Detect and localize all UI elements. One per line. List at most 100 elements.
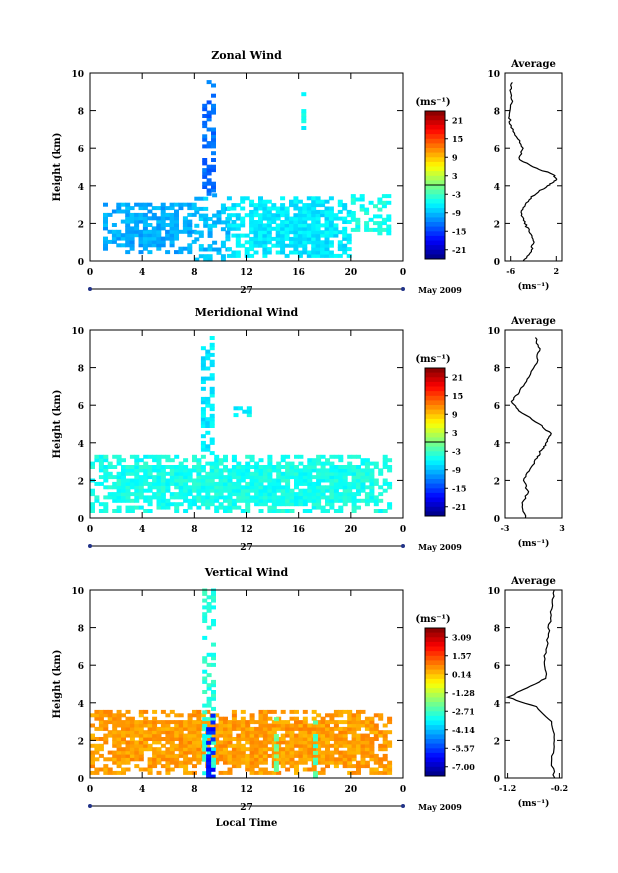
heatmap-cell <box>249 764 255 769</box>
heatmap-cell <box>387 502 393 507</box>
colorbar-bin <box>425 678 445 684</box>
heatmap-cell <box>316 740 322 745</box>
heatmap-cell <box>311 481 317 486</box>
heatmap-cell <box>209 502 215 507</box>
heatmap-cell <box>298 747 304 752</box>
heatmap-cell <box>147 250 153 255</box>
heatmap-cell <box>294 492 299 497</box>
x-tick-label: 8 <box>191 268 197 278</box>
heatmap-cell <box>311 498 317 503</box>
heatmap-cell <box>280 757 286 762</box>
heatmap-cell <box>333 733 339 738</box>
heatmap-cell <box>293 230 299 235</box>
heatmap-cell <box>342 495 348 500</box>
heatmap-cell <box>209 346 215 351</box>
heatmap-cell <box>206 767 212 772</box>
heatmap-cell <box>231 220 237 224</box>
heatmap-cell <box>262 209 268 214</box>
heatmap-cell <box>116 492 122 497</box>
x-tick-label: 0 <box>87 785 93 795</box>
heatmap-cell <box>147 216 153 221</box>
heatmap-cell <box>320 726 326 731</box>
heatmap-cell <box>211 107 216 112</box>
heatmap-cell <box>138 202 144 207</box>
heatmap-cell <box>271 709 277 714</box>
heatmap-cell <box>364 764 370 769</box>
heatmap-cell <box>142 243 148 248</box>
heatmap-cell <box>183 750 189 755</box>
heatmap-cell <box>94 767 100 772</box>
heatmap-cell <box>294 709 299 714</box>
heatmap-cell <box>356 454 361 459</box>
heatmap-cell <box>152 747 158 752</box>
heatmap-cell <box>196 471 202 476</box>
heatmap-cell <box>258 485 264 490</box>
heatmap-cell <box>198 247 204 252</box>
heatmap-cell <box>231 757 237 762</box>
heatmap-cell <box>289 502 295 507</box>
heatmap-cell <box>196 481 202 486</box>
heatmap-cell <box>98 720 104 725</box>
heatmap-cell <box>289 495 295 500</box>
heatmap-cell <box>178 471 184 476</box>
colorbar-bin <box>425 437 445 443</box>
heatmap-cell <box>364 750 370 755</box>
heatmap-cell <box>289 203 294 208</box>
heatmap-cell <box>338 454 344 459</box>
heatmap-cell <box>240 223 246 228</box>
heatmap-cell <box>165 216 171 221</box>
heatmap-cell <box>285 743 291 748</box>
heatmap-cell <box>223 747 228 752</box>
heatmap-cell <box>258 236 263 241</box>
heatmap-cell <box>285 726 291 731</box>
heatmap-cell <box>206 652 212 657</box>
heatmap-cell <box>211 127 216 132</box>
heatmap-cell <box>187 713 193 718</box>
heatmap-cell <box>218 505 224 510</box>
heatmap-cell <box>313 744 318 749</box>
heatmap-cell <box>202 754 208 759</box>
heatmap-cell <box>165 770 171 775</box>
heatmap-cell <box>223 488 228 493</box>
heatmap-cell <box>218 458 224 463</box>
heatmap-cell <box>254 475 260 480</box>
heatmap-cell <box>276 502 282 507</box>
heatmap-cell <box>165 471 171 476</box>
heatmap-cell <box>214 733 220 738</box>
heatmap-cell <box>103 713 109 718</box>
heatmap-cell <box>211 696 216 701</box>
heatmap-cell <box>187 250 193 255</box>
heatmap-cell <box>134 461 140 466</box>
heatmap-cell <box>315 199 321 204</box>
heatmap-cell <box>156 206 162 211</box>
heatmap-cell <box>121 478 126 483</box>
heatmap-cell <box>258 223 263 228</box>
heatmap-cell <box>258 770 264 775</box>
heatmap-cell <box>129 720 135 725</box>
heatmap-cell <box>165 726 171 731</box>
heatmap-cell <box>198 217 204 221</box>
heatmap-cell <box>382 733 388 738</box>
heatmap-cell <box>121 471 126 476</box>
heatmap-cell <box>382 723 388 728</box>
heatmap-cell <box>258 233 263 238</box>
heatmap-cell <box>206 625 212 630</box>
heatmap-cell <box>275 240 281 245</box>
y-tick-label: 0 <box>78 775 84 785</box>
heatmap-cell <box>223 485 228 490</box>
heatmap-cell <box>311 709 317 714</box>
heatmap-cell <box>169 223 175 227</box>
heatmap-cell <box>258 713 264 718</box>
heatmap-cell <box>338 492 344 497</box>
heatmap-cell <box>320 247 326 252</box>
heatmap-cell <box>192 720 197 725</box>
heatmap-cell <box>205 723 211 728</box>
heatmap-cell <box>328 220 334 224</box>
heatmap-cell <box>311 213 317 218</box>
heatmap-cell <box>245 475 251 480</box>
heatmap-cell <box>373 767 379 772</box>
heatmap-cell <box>324 199 330 204</box>
heatmap-cell <box>347 764 353 769</box>
heatmap-cell <box>267 495 273 500</box>
heatmap-cell <box>121 737 126 741</box>
